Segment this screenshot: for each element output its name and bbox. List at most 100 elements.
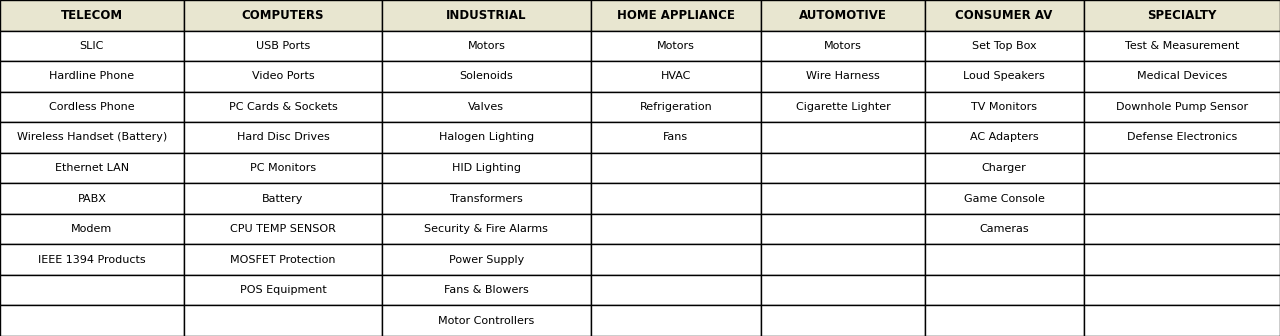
Bar (760, 275, 925, 305)
Text: Defense Electronics: Defense Electronics (1126, 132, 1236, 142)
Bar (591, 275, 760, 305)
Bar (1083, 0, 1280, 31)
Text: Test & Measurement: Test & Measurement (1125, 41, 1239, 51)
Bar (591, 0, 760, 31)
Bar (1083, 153, 1280, 183)
Text: USB Ports: USB Ports (256, 41, 310, 51)
Bar (0, 122, 184, 153)
Bar (591, 92, 760, 122)
Text: Fans: Fans (663, 132, 689, 142)
Bar (925, 31, 1083, 61)
Bar (760, 31, 925, 61)
Text: Wire Harness: Wire Harness (806, 71, 879, 81)
Bar (760, 122, 925, 153)
Text: Transformers: Transformers (451, 194, 522, 204)
Bar (381, 92, 591, 122)
Bar (925, 183, 1083, 214)
Bar (925, 275, 1083, 305)
Bar (760, 0, 925, 31)
Bar (925, 92, 1083, 122)
Bar (925, 61, 1083, 92)
Text: Security & Fire Alarms: Security & Fire Alarms (425, 224, 548, 234)
Bar (925, 153, 1083, 183)
Text: PC Cards & Sockets: PC Cards & Sockets (229, 102, 337, 112)
Bar (381, 153, 591, 183)
Text: INDUSTRIAL: INDUSTRIAL (447, 9, 526, 22)
Text: POS Equipment: POS Equipment (239, 285, 326, 295)
Text: Battery: Battery (262, 194, 303, 204)
Text: Cigarette Lighter: Cigarette Lighter (795, 102, 891, 112)
Bar (0, 183, 184, 214)
Text: Wireless Handset (Battery): Wireless Handset (Battery) (17, 132, 166, 142)
Bar (1083, 92, 1280, 122)
Bar (760, 305, 925, 336)
Bar (925, 305, 1083, 336)
Bar (925, 0, 1083, 31)
Text: MOSFET Protection: MOSFET Protection (230, 255, 335, 265)
Bar (0, 153, 184, 183)
Text: AUTOMOTIVE: AUTOMOTIVE (799, 9, 887, 22)
Bar (591, 61, 760, 92)
Bar (0, 92, 184, 122)
Text: Game Console: Game Console (964, 194, 1044, 204)
Text: SPECIALTY: SPECIALTY (1147, 9, 1216, 22)
Text: Power Supply: Power Supply (449, 255, 524, 265)
Bar (760, 244, 925, 275)
Bar (591, 244, 760, 275)
Bar (0, 305, 184, 336)
Bar (1083, 183, 1280, 214)
Text: Hard Disc Drives: Hard Disc Drives (237, 132, 329, 142)
Text: Solenoids: Solenoids (460, 71, 513, 81)
Bar (1083, 31, 1280, 61)
Bar (591, 153, 760, 183)
Text: CONSUMER AV: CONSUMER AV (955, 9, 1053, 22)
Bar (591, 122, 760, 153)
Text: HVAC: HVAC (660, 71, 691, 81)
Text: Cordless Phone: Cordless Phone (49, 102, 134, 112)
Bar (184, 92, 381, 122)
Text: Motors: Motors (824, 41, 861, 51)
Text: Hardline Phone: Hardline Phone (49, 71, 134, 81)
Bar (184, 122, 381, 153)
Bar (591, 31, 760, 61)
Text: Fans & Blowers: Fans & Blowers (444, 285, 529, 295)
Bar (381, 31, 591, 61)
Text: PABX: PABX (77, 194, 106, 204)
Bar (0, 0, 184, 31)
Bar (1083, 61, 1280, 92)
Bar (381, 214, 591, 244)
Bar (381, 305, 591, 336)
Text: HID Lighting: HID Lighting (452, 163, 521, 173)
Bar (1083, 122, 1280, 153)
Text: Cameras: Cameras (979, 224, 1029, 234)
Bar (0, 275, 184, 305)
Bar (1083, 214, 1280, 244)
Bar (184, 214, 381, 244)
Bar (925, 122, 1083, 153)
Bar (184, 0, 381, 31)
Text: Refrigeration: Refrigeration (640, 102, 712, 112)
Bar (381, 122, 591, 153)
Text: Set Top Box: Set Top Box (972, 41, 1037, 51)
Bar (184, 153, 381, 183)
Text: Ethernet LAN: Ethernet LAN (55, 163, 129, 173)
Text: Motors: Motors (467, 41, 506, 51)
Bar (184, 61, 381, 92)
Text: TELECOM: TELECOM (60, 9, 123, 22)
Text: PC Monitors: PC Monitors (250, 163, 316, 173)
Bar (0, 31, 184, 61)
Bar (184, 244, 381, 275)
Bar (760, 214, 925, 244)
Bar (760, 92, 925, 122)
Text: Medical Devices: Medical Devices (1137, 71, 1228, 81)
Text: TV Monitors: TV Monitors (972, 102, 1037, 112)
Bar (0, 61, 184, 92)
Bar (381, 0, 591, 31)
Text: SLIC: SLIC (79, 41, 104, 51)
Bar (925, 244, 1083, 275)
Bar (591, 305, 760, 336)
Text: Downhole Pump Sensor: Downhole Pump Sensor (1116, 102, 1248, 112)
Bar (184, 305, 381, 336)
Bar (0, 244, 184, 275)
Text: Charger: Charger (982, 163, 1027, 173)
